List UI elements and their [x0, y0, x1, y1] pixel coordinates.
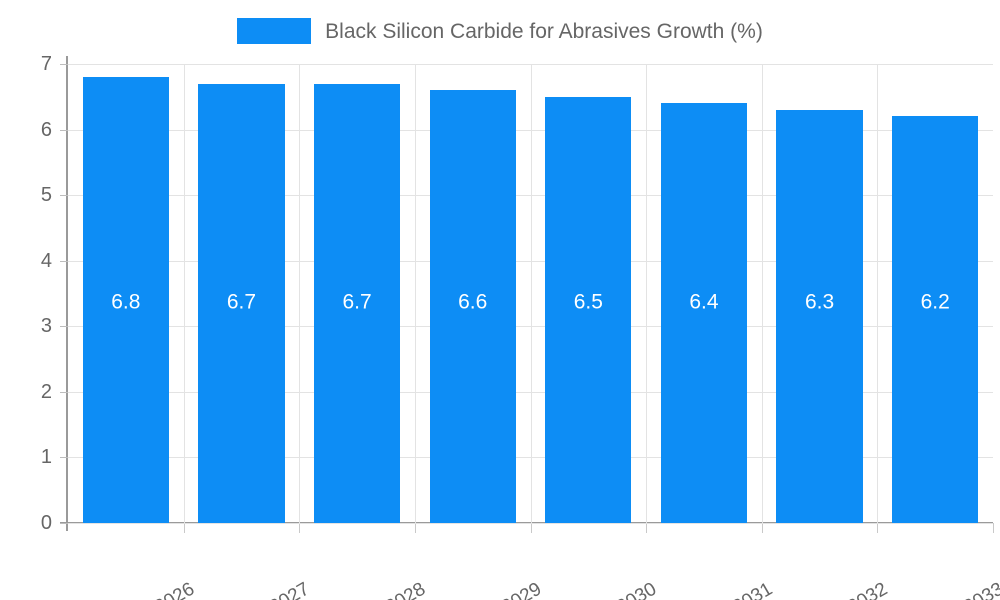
bar-value-label: 6.2: [920, 290, 950, 314]
gridline-horizontal: [68, 457, 993, 459]
bar-value-label: 6.4: [689, 290, 719, 314]
x-tick-label: 2027-2028: [340, 579, 429, 600]
bar[interactable]: [82, 77, 169, 523]
gridline-vertical: [415, 64, 416, 523]
gridline-vertical: [184, 64, 185, 523]
gridline-horizontal: [68, 64, 993, 65]
y-axis-line: [66, 56, 68, 531]
y-tick-label: 7: [40, 53, 52, 75]
x-tick-mark: [877, 523, 878, 533]
y-tick-label: 4: [40, 249, 52, 272]
bar-value-label: 6.6: [458, 290, 488, 314]
x-tick-mark: [415, 523, 416, 533]
y-tick-label: 2: [40, 380, 52, 403]
x-tick-label: 2029-2030: [571, 579, 660, 600]
y-tick-label: 3: [40, 315, 52, 338]
x-tick-mark: [531, 523, 532, 533]
gridline-horizontal: [68, 391, 993, 393]
bar-value-label: 6.7: [226, 290, 257, 314]
y-tick-mark: [60, 129, 68, 131]
gridline-horizontal: [68, 326, 993, 328]
y-tick-mark: [60, 64, 68, 65]
gridline-vertical: [646, 64, 647, 523]
gridline-vertical: [299, 64, 300, 523]
legend-item[interactable]: Black Silicon Carbide for Abrasives Grow…: [237, 18, 763, 44]
y-tick-mark: [60, 391, 68, 393]
gridline-horizontal: [68, 260, 993, 262]
bar-value-label: 6.3: [804, 290, 835, 314]
bar[interactable]: [660, 103, 747, 523]
y-tick-mark: [60, 523, 68, 524]
x-tick-label: 2030-2031: [687, 579, 776, 600]
bar[interactable]: [892, 116, 979, 523]
chart-legend: Black Silicon Carbide for Abrasives Grow…: [0, 14, 1000, 48]
x-tick-label: 2025-2026: [109, 579, 198, 600]
x-tick-label: 2031-2032: [802, 579, 891, 600]
x-tick-mark: [184, 523, 185, 533]
y-tick-mark: [60, 260, 68, 262]
bar-value-label: 6.5: [573, 290, 603, 314]
y-tick-mark: [60, 326, 68, 328]
y-tick-mark: [60, 195, 68, 197]
gridline-vertical: [877, 64, 878, 523]
bar[interactable]: [198, 83, 285, 523]
bar-value-label: 6.7: [342, 290, 372, 314]
legend-swatch-icon: [237, 18, 312, 44]
y-tick-label: 0: [40, 512, 52, 534]
x-tick-mark: [762, 523, 763, 533]
y-tick-label: 1: [40, 446, 52, 469]
y-tick-mark: [60, 457, 68, 459]
gridline-vertical: [762, 64, 763, 523]
x-tick-mark: [646, 523, 647, 533]
x-tick-mark: [299, 523, 300, 533]
y-tick-label: 6: [40, 118, 52, 141]
x-tick-mark: [993, 523, 994, 533]
gridline-vertical: [531, 64, 532, 523]
y-tick-label: 5: [40, 184, 52, 207]
plot-area: 6.8 6.7 6.7 6.6 6.5 6.4 6.3 6.2: [68, 64, 993, 524]
legend-label: Black Silicon Carbide for Abrasives Grow…: [325, 19, 763, 43]
x-tick-label: 2028-2029: [455, 579, 544, 600]
bar[interactable]: [429, 90, 516, 523]
x-tick-label: 2026-2027: [224, 579, 313, 600]
gridline-horizontal: [68, 195, 993, 197]
bar[interactable]: [545, 96, 632, 523]
x-tick-label: 2032-2033: [918, 579, 1000, 600]
gridline-horizontal: [68, 129, 993, 131]
gridline-horizontal: [68, 523, 993, 524]
bar[interactable]: [776, 109, 863, 523]
bar-value-label: 6.8: [111, 290, 141, 314]
bar[interactable]: [313, 83, 401, 523]
